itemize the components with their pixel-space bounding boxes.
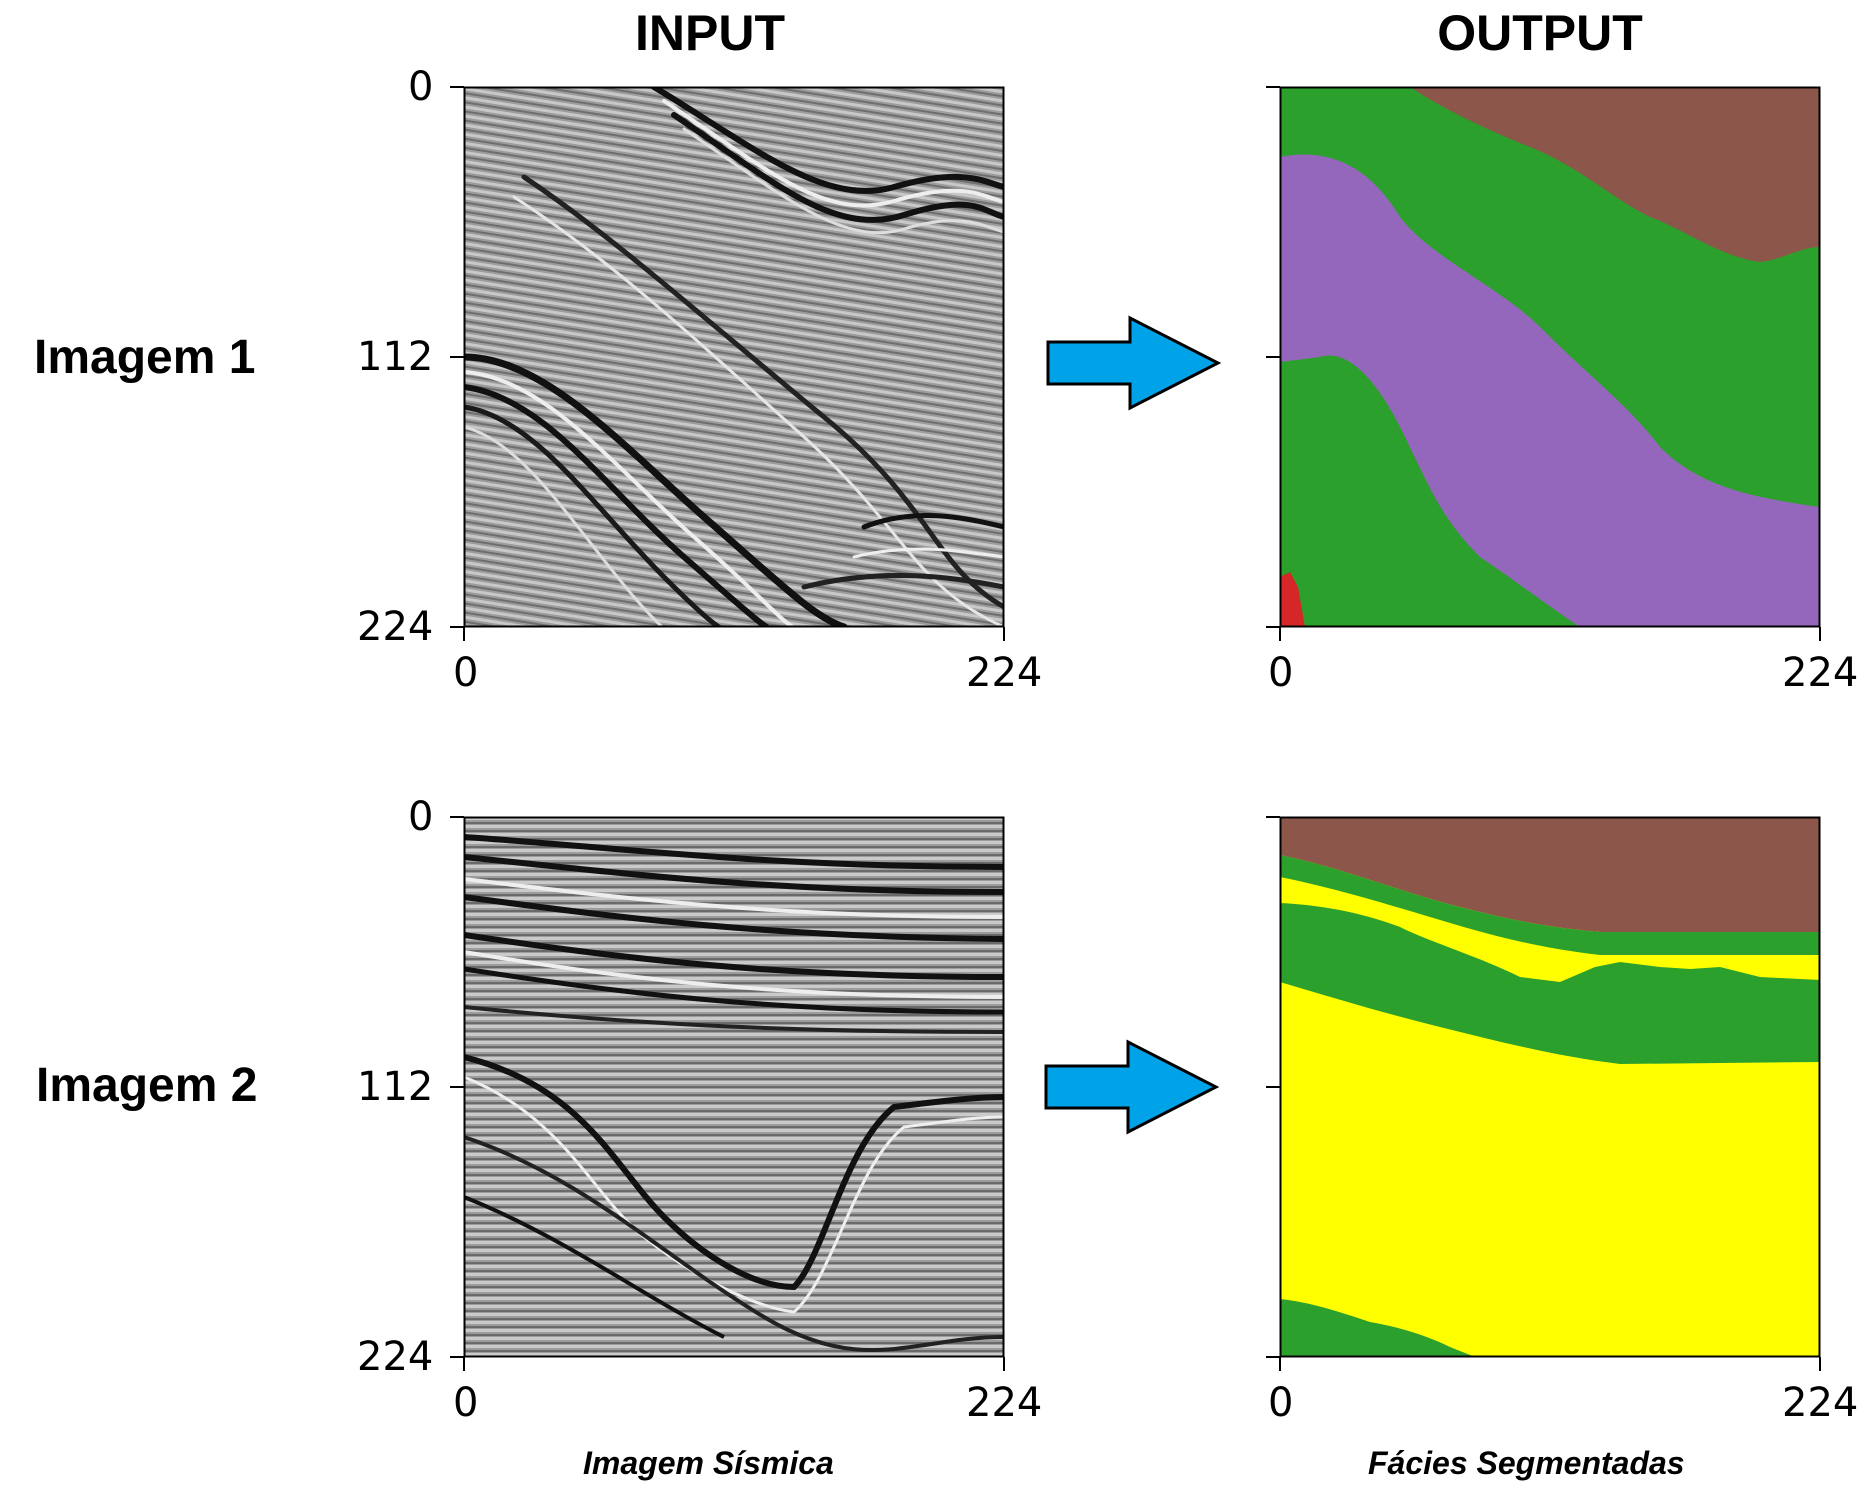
segmentation-image-2 (1279, 816, 1821, 1358)
arrow-right-icon (1044, 1039, 1220, 1135)
arrow-right-icon (1046, 315, 1222, 411)
y-tick-0: 0 (408, 64, 434, 110)
x-tick-224: 224 (1782, 1380, 1859, 1426)
input-header: INPUT (635, 5, 785, 61)
x-tick-224: 224 (1782, 650, 1859, 696)
output-header: OUTPUT (1437, 5, 1643, 61)
x-tick-0: 0 (1268, 1380, 1294, 1426)
y-tick-224: 224 (357, 604, 434, 650)
seismic-image-1 (463, 86, 1005, 628)
x-tick-224: 224 (966, 650, 1043, 696)
y-tick-112: 112 (357, 1064, 434, 1110)
row-label-1: Imagem 1 (34, 331, 256, 384)
segmentation-image-1 (1279, 86, 1821, 628)
segmentation-2-axes (1266, 816, 1821, 1371)
y-tick-0: 0 (408, 794, 434, 840)
segmentation-1-axes (1266, 86, 1821, 641)
seismic-1-axes (450, 86, 1005, 641)
seismic-image-2 (463, 816, 1005, 1358)
y-tick-112: 112 (357, 334, 434, 380)
output-footer: Fácies Segmentadas (1368, 1445, 1685, 1481)
x-tick-0: 0 (453, 650, 479, 696)
y-tick-224: 224 (357, 1334, 434, 1380)
input-footer: Imagem Sísmica (583, 1445, 834, 1481)
seismic-2-axes (450, 816, 1005, 1371)
x-tick-224: 224 (966, 1380, 1043, 1426)
x-tick-0: 0 (1268, 650, 1294, 696)
x-tick-0: 0 (453, 1380, 479, 1426)
row-label-2: Imagem 2 (36, 1059, 258, 1112)
